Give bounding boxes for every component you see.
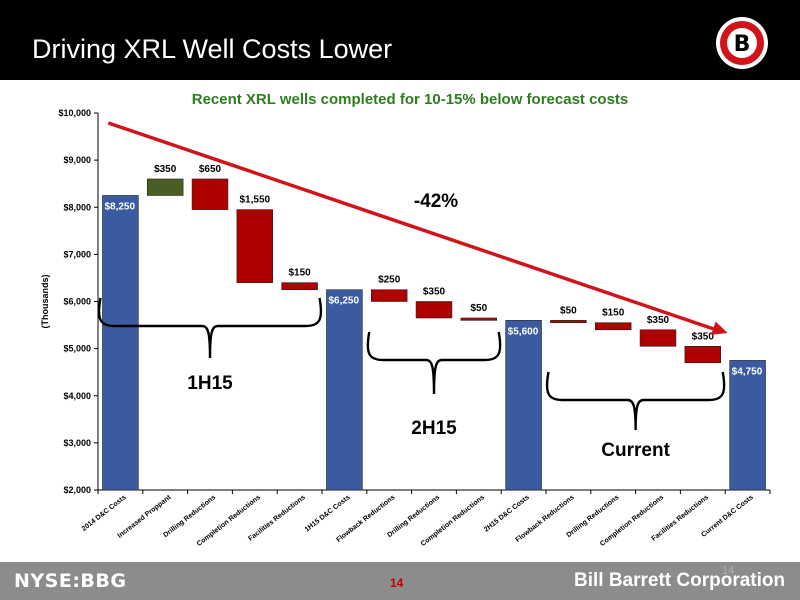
total-bar	[326, 289, 363, 491]
y-tick-label: $2,000	[63, 485, 91, 495]
page-number: 14	[390, 576, 404, 590]
data-label: $50	[560, 305, 577, 316]
total-bar	[505, 320, 542, 491]
data-label: $4,750	[732, 366, 763, 377]
page-title: Driving XRL Well Costs Lower	[32, 34, 393, 64]
group-brace	[366, 331, 502, 395]
trend-arrowhead	[711, 321, 728, 335]
data-label: $350	[423, 287, 446, 298]
y-axis-title: (Thousands)	[40, 275, 50, 329]
data-label: $5,600	[508, 326, 539, 337]
trend-arrow-line	[107, 121, 721, 333]
decrease-bar	[370, 289, 408, 302]
y-tick-label: $5,000	[63, 344, 91, 354]
chart-axes: $2,000 $3,000 $4,000 $5,000 $6,000 $7,000 $8,0…	[40, 108, 771, 495]
decrease-bar	[236, 209, 274, 283]
data-label: $6,250	[328, 296, 359, 307]
y-tick-label: $10,000	[58, 108, 91, 118]
header-bar: Driving XRL Well Costs Lower B	[0, 0, 800, 80]
total-bar	[102, 195, 139, 491]
chart-annotations: -42% 1H15 2H15 Current	[97, 121, 728, 461]
decrease-bar	[684, 345, 722, 364]
y-tick-label: $4,000	[63, 391, 91, 401]
group-label: 1H15	[187, 373, 233, 394]
footer-bar: NYSE:BBG 14 14 Bill Barrett Corporation	[0, 562, 800, 600]
chart-bars	[102, 178, 766, 491]
data-label: $650	[199, 164, 222, 175]
data-label: $1,550	[240, 195, 271, 206]
group-label: 2H15	[411, 418, 457, 439]
group-label: Current	[601, 440, 670, 461]
data-label: $150	[288, 268, 311, 279]
total-bar	[729, 360, 766, 491]
chart-subtitle: Recent XRL wells completed for 10-15% be…	[191, 91, 629, 108]
decrease-bar	[460, 317, 498, 321]
data-label: $50	[470, 303, 487, 314]
increase-bar	[146, 178, 184, 196]
decrease-bar	[191, 178, 229, 210]
data-label: $350	[154, 164, 177, 175]
stock-ticker: NYSE:BBG	[14, 570, 127, 592]
group-brace	[545, 371, 726, 431]
company-name: Bill Barrett Corporation	[574, 570, 786, 591]
y-tick-label: $9,000	[63, 155, 91, 165]
waterfall-chart: $2,000 $3,000 $4,000 $5,000 $6,000 $7,000 $8,0…	[40, 108, 771, 548]
decrease-bar	[281, 282, 318, 291]
decrease-bar	[550, 320, 587, 324]
decrease-bar	[639, 329, 677, 347]
category-label: 2H15 D&C Costs	[483, 494, 531, 534]
company-logo-icon: B	[716, 17, 768, 69]
decrease-bar	[415, 301, 453, 319]
chart-data-labels: $8,250 $350 $650 $1,550 $150 $6,250 $250 $350 $5…	[104, 164, 762, 377]
data-label: $8,250	[104, 201, 135, 212]
category-label: 1H15 D&C Costs	[304, 494, 352, 534]
y-tick-label: $3,000	[63, 438, 91, 448]
decrease-bar	[594, 322, 632, 331]
group-brace	[97, 297, 323, 359]
data-label: $250	[378, 275, 401, 286]
data-label: $350	[692, 331, 715, 342]
data-label: $150	[602, 308, 625, 319]
logo-letter: B	[734, 32, 751, 57]
data-label: $350	[647, 315, 670, 326]
y-tick-label: $6,000	[63, 297, 91, 307]
y-tick-label: $8,000	[63, 202, 91, 212]
y-tick-label: $7,000	[63, 249, 91, 259]
page-number-ghost: 14	[722, 565, 735, 577]
category-label: 2014 D&C Costs	[81, 494, 128, 533]
trend-percent-label: -42%	[414, 191, 458, 212]
